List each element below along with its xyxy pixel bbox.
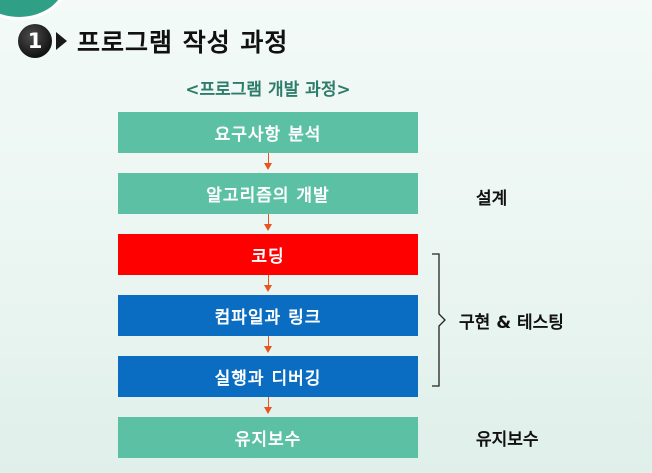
section-heading: 1 프로그램 작성 과정: [18, 23, 288, 59]
step-algorithm-development: 알고리즘의 개발: [118, 173, 418, 214]
step-requirements-analysis: 요구사항 분석: [118, 112, 418, 153]
phase-label-design: 설계: [476, 189, 508, 209]
bracket-icon: [432, 253, 446, 387]
step-coding: 코딩: [118, 234, 418, 275]
step-run-debug: 실행과 디버깅: [118, 356, 418, 397]
arrow-down-icon: [264, 153, 272, 170]
page-title: 프로그램 작성 과정: [77, 28, 289, 57]
triangle-pointer-icon: [56, 32, 67, 50]
diagram-subtitle: <프로그램 개발 과정>: [185, 80, 351, 100]
corner-decoration: [0, 0, 68, 20]
arrow-down-icon: [264, 397, 272, 414]
arrow-down-icon: [264, 275, 272, 292]
arrow-down-icon: [264, 214, 272, 231]
phase-label-maintenance: 유지보수: [476, 430, 539, 450]
step-compile-link: 컴파일과 링크: [118, 295, 418, 336]
section-number-badge: 1: [18, 24, 52, 58]
phase-label-implementation-testing: 구현 & 테스팅: [459, 313, 564, 333]
step-maintenance: 유지보수: [118, 417, 418, 458]
arrow-down-icon: [264, 336, 272, 353]
